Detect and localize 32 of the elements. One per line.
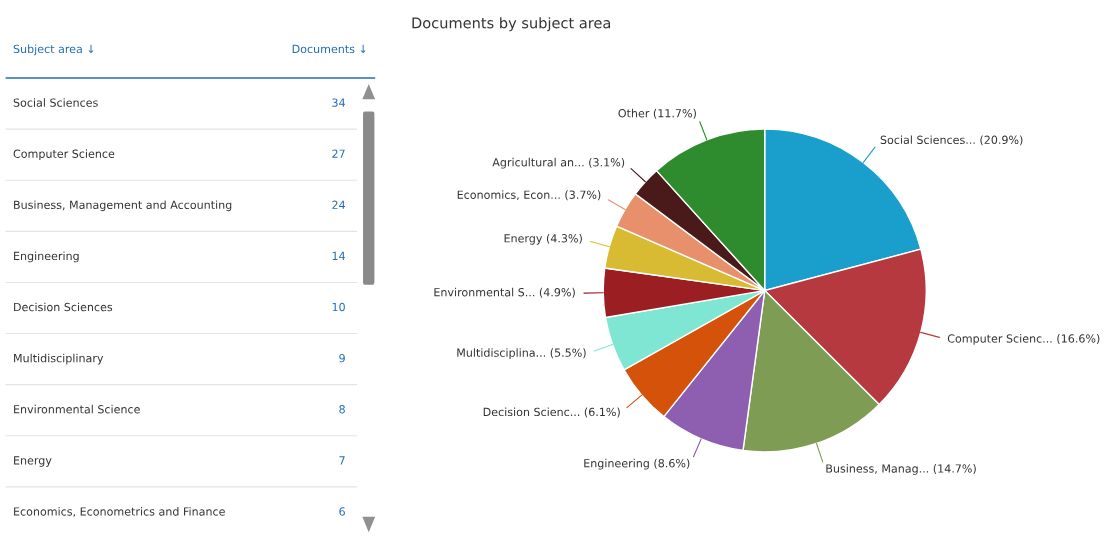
- slice-label: Social Sciences... (20.9%): [880, 135, 1023, 146]
- data-label: 24: [332, 200, 346, 209]
- text: Subject area ↓: [13, 44, 94, 56]
- data-label: 34: [332, 98, 346, 107]
- category-label: Social Sciences: [13, 98, 98, 107]
- data-label: 6: [339, 507, 345, 516]
- data-label: 10: [332, 302, 345, 312]
- data-label: 9: [339, 353, 345, 363]
- category-label: Multidisciplinary: [14, 353, 104, 365]
- data-label: 27: [332, 149, 345, 158]
- slice-label: Computer Scienc... (16.6%): [947, 334, 1100, 345]
- slice-label: Business, Manag... (14.7%): [826, 464, 976, 475]
- slice-label: Multidisciplina... (5.5%): [457, 348, 586, 359]
- category-label: Economics, Econometrics and Finance: [14, 507, 225, 517]
- slice-label: Other (11.7%): [618, 108, 696, 119]
- text: Documents ↓: [292, 44, 366, 54]
- slice-label: Economics, Econ... (3.7%): [457, 190, 601, 201]
- category-label: Engineering: [14, 251, 79, 263]
- category-label: Computer Science: [13, 149, 115, 161]
- category-label: Energy: [14, 456, 52, 467]
- slice-label: Energy (4.3%): [504, 233, 582, 245]
- category-label: Environmental Science: [14, 404, 140, 414]
- data-label: 8: [339, 405, 345, 414]
- slice-label: Decision Scienc... (6.1%): [483, 407, 620, 418]
- data-label: 7: [339, 456, 345, 465]
- slice-label: Environmental S... (4.9%): [434, 287, 575, 298]
- category-label: Business, Management and Accounting: [14, 200, 232, 212]
- slice-label: Engineering (8.6%): [584, 458, 690, 470]
- data-label: 14: [332, 251, 346, 260]
- chart-title: Documents by subject area: [412, 17, 611, 32]
- category-label: Decision Sciences: [14, 302, 113, 312]
- slice-label: Agricultural an... (3.1%): [492, 157, 625, 169]
